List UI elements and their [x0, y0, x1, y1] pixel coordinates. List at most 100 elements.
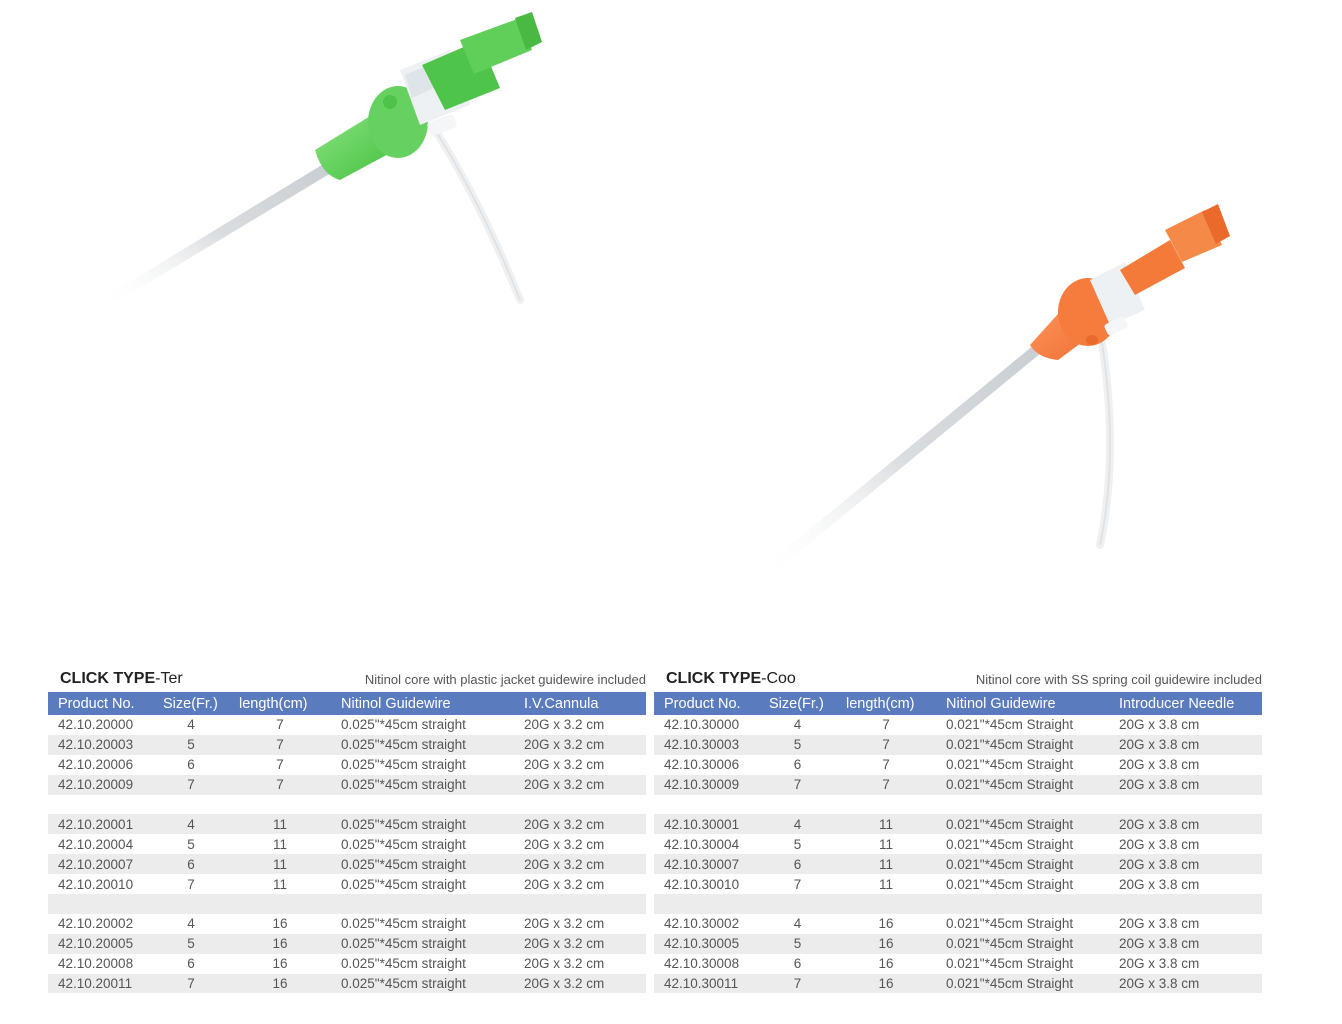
- cell-product-no: 42.10.20009: [48, 774, 153, 795]
- cell-guidewire: 0.021"*45cm Straight: [946, 836, 1074, 852]
- cell-product-no: 42.10.30011: [654, 973, 759, 994]
- cell-guidewire: 0.025"*45cm straight: [341, 956, 466, 972]
- cell-guidewire: 0.025"*45cm straight: [331, 774, 514, 795]
- cell-length: 11: [878, 876, 893, 892]
- cell-guidewire: 0.025"*45cm straight: [341, 757, 466, 773]
- cell-needle: 20G x 3.8 cm: [1109, 734, 1262, 755]
- spacer-row: [48, 795, 646, 815]
- table-row: 42.10.30007 6 11 0.021"*45cm Straight 20G x …: [654, 854, 1262, 875]
- cell-product-no: 42.10.30001: [654, 814, 759, 835]
- cell-size: 7: [153, 973, 229, 994]
- cell-length: 7: [882, 717, 890, 733]
- cell-product-no: 42.10.20007: [48, 854, 153, 875]
- cell-length: 7: [229, 774, 331, 795]
- cell-size: 4: [187, 717, 195, 733]
- cell-product-no: 42.10.30009: [654, 774, 759, 795]
- table-row: 42.10.30008 6 16 0.021"*45cm Straight 20G x …: [654, 954, 1262, 974]
- cell-length: 7: [836, 774, 936, 795]
- cell-product-no: 42.10.30004: [664, 836, 740, 852]
- cell-needle: 20G x 3.2 cm: [514, 854, 646, 875]
- cell-size: 6: [187, 956, 195, 972]
- table-row: 42.10.20009 7 7 0.025"*45cm straight 20G x 3…: [48, 774, 646, 795]
- cell-needle: 20G x 3.2 cm: [524, 717, 605, 733]
- cell-needle: 20G x 3.8 cm: [1119, 876, 1200, 892]
- spacer-cell: [48, 795, 646, 815]
- cell-size: 4: [793, 916, 802, 932]
- cell-product-no: 42.10.30007: [654, 854, 759, 875]
- cell-guidewire: 0.025"*45cm straight: [341, 916, 466, 932]
- spec-table: Product No. Size(Fr.) length(cm) Nitinol Gu…: [654, 692, 1262, 994]
- cell-product-no: 42.10.30003: [654, 734, 759, 755]
- table-row: 42.10.20000 4 7 0.025"*45cm straight 20G x 3…: [48, 715, 646, 735]
- cell-length: 16: [272, 956, 288, 972]
- table-row: 42.10.30001 4 11 0.021"*45cm Straight 20G x …: [654, 814, 1262, 835]
- table-row: 42.10.30003 5 7 0.021"*45cm Straight 20G x 3…: [654, 734, 1262, 755]
- cell-size: 4: [187, 916, 195, 932]
- cell-needle: 20G x 3.2 cm: [514, 933, 646, 954]
- table-row: 42.10.30010 7 11 0.021"*45cm Straight 20G x …: [654, 874, 1262, 894]
- cell-guidewire: 0.021"*45cm Straight: [936, 814, 1109, 835]
- cell-size: 7: [759, 973, 836, 994]
- cell-product-no: 42.10.30006: [664, 757, 740, 773]
- table-row: 42.10.20010 7 11 0.025"*45cm straight 20G x …: [48, 874, 646, 894]
- cell-product-no: 42.10.30005: [654, 933, 759, 954]
- cell-length: 11: [272, 876, 287, 892]
- cell-guidewire: 0.025"*45cm straight: [331, 933, 514, 954]
- table-header-row: Product No. Size(Fr.) length(cm) Nitinol Gu…: [48, 692, 646, 715]
- cell-guidewire: 0.021"*45cm Straight: [936, 854, 1109, 875]
- spec-table: Product No. Size(Fr.) length(cm) Nitinol Gu…: [48, 692, 646, 994]
- cell-product-no: 42.10.30010: [664, 876, 740, 892]
- cell-size: 6: [153, 854, 229, 875]
- column-header-product-no: Product No.: [654, 692, 759, 715]
- spacer-cell: [654, 795, 1262, 815]
- cell-length: 16: [878, 956, 894, 972]
- cell-needle: 20G x 3.8 cm: [1119, 717, 1200, 733]
- cell-guidewire: 0.021"*45cm Straight: [946, 717, 1074, 733]
- table-title-row: CLICK TYPE-Ter Nitinol core with plastic…: [48, 668, 646, 692]
- cell-size: 7: [153, 774, 229, 795]
- cell-needle: 20G x 3.2 cm: [524, 956, 605, 972]
- cell-size: 7: [793, 876, 802, 892]
- cell-product-no: 42.10.30000: [664, 717, 740, 733]
- product-table-ter: CLICK TYPE-Ter Nitinol core with plastic…: [48, 668, 646, 994]
- cell-size: 5: [187, 836, 195, 852]
- table-row: 42.10.30005 5 16 0.021"*45cm Straight 20G x …: [654, 933, 1262, 954]
- table-subtitle: Nitinol core with SS spring coil guidewi…: [975, 672, 1262, 687]
- table-row: 42.10.20008 6 16 0.025"*45cm straight 20G x …: [48, 954, 646, 974]
- cell-length: 7: [882, 757, 890, 773]
- column-header-needle: Introducer Needle: [1109, 692, 1262, 715]
- cell-length: 7: [276, 717, 284, 733]
- cell-needle: 20G x 3.2 cm: [524, 916, 605, 932]
- cell-guidewire: 0.025"*45cm straight: [331, 734, 514, 755]
- cell-needle: 20G x 3.8 cm: [1109, 973, 1262, 994]
- table-row: 42.10.20005 5 16 0.025"*45cm straight 20G x …: [48, 933, 646, 954]
- cell-size: 5: [153, 734, 229, 755]
- spacer-cell: [48, 894, 646, 914]
- column-header-product-no: Product No.: [48, 692, 153, 715]
- cell-length: 7: [836, 734, 936, 755]
- product-image-ter: [100, 12, 542, 306]
- cell-needle: 20G x 3.2 cm: [524, 876, 605, 892]
- column-header-needle: I.V.Cannula: [514, 692, 646, 715]
- cell-needle: 20G x 3.2 cm: [514, 734, 646, 755]
- table-row: 42.10.20011 7 16 0.025"*45cm straight 20G x …: [48, 973, 646, 994]
- cell-length: 11: [229, 854, 331, 875]
- cell-needle: 20G x 3.2 cm: [514, 814, 646, 835]
- cell-size: 4: [793, 717, 802, 733]
- product-image-coo: [760, 204, 1230, 576]
- cell-product-no: 42.10.30002: [664, 916, 740, 932]
- cell-needle: 20G x 3.8 cm: [1119, 916, 1200, 932]
- cell-size: 5: [759, 933, 836, 954]
- table-row: 42.10.20002 4 16 0.025"*45cm straight 20G x …: [48, 914, 646, 934]
- table-row: 42.10.30000 4 7 0.021"*45cm Straight 20G x 3…: [654, 715, 1262, 735]
- cell-needle: 20G x 3.8 cm: [1119, 757, 1200, 773]
- cell-product-no: 42.10.30008: [664, 956, 740, 972]
- cell-guidewire: 0.025"*45cm straight: [331, 973, 514, 994]
- cell-guidewire: 0.021"*45cm Straight: [946, 757, 1074, 773]
- cell-length: 16: [878, 916, 894, 932]
- cell-length: 11: [229, 814, 331, 835]
- table-row: 42.10.30002 4 16 0.021"*45cm Straight 20G x …: [654, 914, 1262, 934]
- table-row: 42.10.20006 6 7 0.025"*45cm straight 20G x 3…: [48, 755, 646, 775]
- cell-needle: 20G x 3.8 cm: [1109, 933, 1262, 954]
- table-subtitle: Nitinol core with plastic jacket guidewi…: [364, 672, 646, 687]
